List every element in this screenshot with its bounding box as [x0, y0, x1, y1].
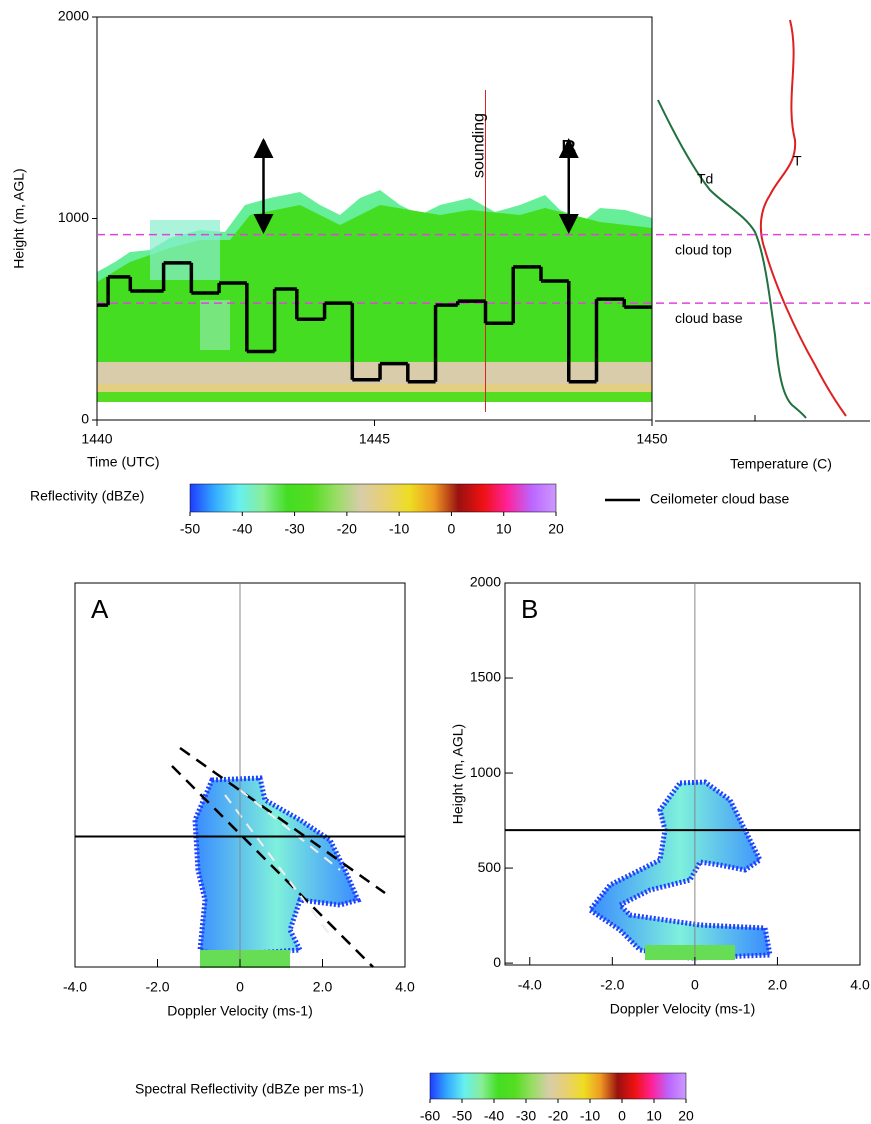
y-tick-label: 0 [493, 954, 501, 970]
x-tick-label: 4.0 [395, 979, 415, 995]
colorbar-tick-label: -40 [232, 521, 252, 537]
y-tick-label: 500 [478, 859, 502, 875]
dewpoint-profile [657, 99, 807, 419]
td-label: Td [697, 171, 713, 187]
annotation-label: A [255, 135, 271, 162]
colorbar-tick-label: 0 [448, 521, 456, 537]
x-tick-label: 4.0 [850, 977, 870, 993]
x-axis-label: Doppler Velocity (ms-1) [610, 1001, 756, 1017]
colorbar-tick-label: -30 [284, 521, 304, 537]
x-tick-label: -2.0 [600, 977, 624, 993]
colorbar-tick-label: -10 [389, 521, 409, 537]
legend-label: Ceilometer cloud base [650, 491, 790, 507]
trend-lines [171, 746, 386, 968]
y-tick-label: 2000 [58, 8, 89, 24]
colorbar-label: Reflectivity (dBZe) [30, 488, 144, 504]
annotation-label: B [561, 135, 577, 162]
y-tick-label: 0 [81, 411, 89, 427]
colorbar-tick-label: -20 [548, 1108, 568, 1124]
t-label: T [793, 153, 802, 169]
x-tick-label: 1440 [81, 431, 112, 447]
colorbar-tick-label: 10 [496, 521, 512, 537]
colorbar-tick-label: 20 [678, 1108, 694, 1124]
y-axis-label: Height (m, AGL) [11, 168, 27, 268]
x-tick-label: 1445 [359, 431, 390, 447]
colorbar-tick-label: -60 [420, 1108, 440, 1124]
panel-title: B [521, 594, 538, 624]
spectrum-b [586, 779, 773, 961]
reference-label: cloud base [675, 310, 743, 326]
colorbar-tick-label: -50 [452, 1108, 472, 1124]
x-tick-label: -2.0 [145, 979, 169, 995]
colorbar [189, 483, 557, 513]
y-tick-label: 2000 [470, 574, 501, 590]
colorbar-tick-label: -10 [580, 1108, 600, 1124]
colorbar [429, 1072, 687, 1100]
panel-b-frame [504, 582, 861, 966]
x-tick-label: 1450 [636, 431, 667, 447]
sounding-label: sounding [471, 113, 488, 178]
x-axis-label: Doppler Velocity (ms-1) [167, 1003, 313, 1019]
colorbar-tick-label: -30 [516, 1108, 536, 1124]
reference-label: cloud top [675, 241, 732, 257]
spectrum-a [192, 775, 362, 968]
x-tick-label: -4.0 [518, 977, 542, 993]
y-tick-label: 1500 [470, 669, 501, 685]
colorbar-tick-label: -50 [180, 521, 200, 537]
reflectivity-field [97, 190, 652, 402]
y-tick-label: 1000 [58, 209, 89, 225]
x-tick-label: 2.0 [313, 979, 333, 995]
colorbar-tick-label: -40 [484, 1108, 504, 1124]
x-axis-label: Time (UTC) [87, 454, 160, 470]
x-tick-label: 2.0 [768, 977, 788, 993]
x-tick-label: 0 [691, 977, 699, 993]
colorbar-tick-label: 20 [548, 521, 564, 537]
colorbar-label: Spectral Reflectivity (dBZe per ms-1) [135, 1081, 364, 1097]
y-axis-label: Height (m, AGL) [450, 724, 466, 824]
sounding-x-label: Temperature (C) [730, 456, 832, 472]
panel-title: A [91, 594, 109, 624]
x-tick-label: -4.0 [63, 979, 87, 995]
temperature-profile [759, 19, 847, 417]
x-tick-label: 0 [236, 979, 244, 995]
y-tick-label: 1000 [470, 764, 501, 780]
colorbar-tick-label: 0 [618, 1108, 626, 1124]
colorbar-tick-label: 10 [646, 1108, 662, 1124]
colorbar-tick-label: -20 [337, 521, 357, 537]
